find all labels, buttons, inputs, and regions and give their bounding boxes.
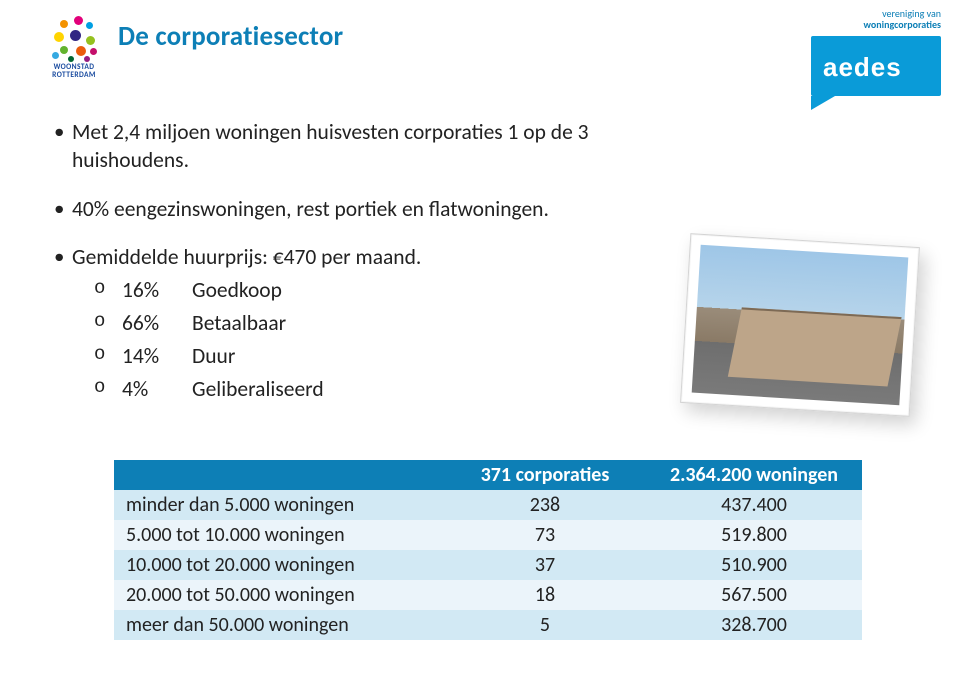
row-won: 510.900 bbox=[644, 550, 862, 580]
row-corp: 73 bbox=[444, 520, 644, 550]
woonstad-line2: ROTTERDAM bbox=[52, 71, 96, 80]
table-row: minder dan 5.000 woningen238437.400 bbox=[114, 490, 862, 520]
row-corp: 5 bbox=[444, 610, 644, 640]
price-sublist: 16%Goedkoop 66%Betaalbaar 14%Duur 4%Geli… bbox=[94, 274, 659, 407]
sub-label: Goedkoop bbox=[192, 277, 282, 303]
aedes-caption: vereniging van woningcorporaties bbox=[864, 8, 941, 30]
row-won: 437.400 bbox=[644, 490, 862, 520]
sub-label: Geliberaliseerd bbox=[192, 376, 324, 402]
table-row: 5.000 tot 10.000 woningen73519.800 bbox=[114, 520, 862, 550]
sub-item: 66%Betaalbaar bbox=[94, 307, 659, 340]
sub-label: Betaalbaar bbox=[192, 310, 286, 336]
bullet-3: Gemiddelde huurprijs: €470 per maand. 16… bbox=[54, 243, 659, 407]
sub-label: Duur bbox=[192, 343, 235, 369]
row-label: 10.000 tot 20.000 woningen bbox=[114, 550, 444, 580]
street-photo-icon bbox=[692, 245, 909, 405]
row-label: 5.000 tot 10.000 woningen bbox=[114, 520, 444, 550]
aedes-wordmark-icon: aedes bbox=[823, 50, 931, 84]
th-blank bbox=[114, 460, 444, 490]
sub-item: 16%Goedkoop bbox=[94, 274, 659, 307]
table-row: 20.000 tot 50.000 woningen18567.500 bbox=[114, 580, 862, 610]
page-title: De corporatiesector bbox=[118, 20, 343, 53]
row-corp: 37 bbox=[444, 550, 644, 580]
sub-item: 4%Geliberaliseerd bbox=[94, 373, 659, 406]
bullet-3-text: Gemiddelde huurprijs: €470 per maand. bbox=[72, 244, 421, 270]
th-woningen: 2.364.200 woningen bbox=[644, 460, 862, 490]
woonstad-logo: WOONSTAD ROTTERDAM bbox=[46, 12, 102, 102]
row-won: 567.500 bbox=[644, 580, 862, 610]
sub-pct: 16% bbox=[122, 274, 192, 307]
sub-item: 14%Duur bbox=[94, 340, 659, 373]
bullet-2: 40% eengezinswoningen, rest portiek en f… bbox=[54, 195, 659, 223]
svg-text:aedes: aedes bbox=[823, 52, 902, 82]
row-won: 519.800 bbox=[644, 520, 862, 550]
woonstad-text: WOONSTAD ROTTERDAM bbox=[44, 64, 104, 80]
bullet-1: Met 2,4 miljoen woningen huisvesten corp… bbox=[54, 118, 659, 175]
aedes-logo: vereniging van woningcorporaties aedes bbox=[801, 8, 941, 96]
row-corp: 238 bbox=[444, 490, 644, 520]
row-label: minder dan 5.000 woningen bbox=[114, 490, 444, 520]
th-corporaties: 371 corporaties bbox=[444, 460, 644, 490]
table-row: meer dan 50.000 woningen5328.700 bbox=[114, 610, 862, 640]
row-label: meer dan 50.000 woningen bbox=[114, 610, 444, 640]
content-area: Met 2,4 miljoen woningen huisvesten corp… bbox=[54, 118, 659, 427]
row-won: 328.700 bbox=[644, 610, 862, 640]
row-label: 20.000 tot 50.000 woningen bbox=[114, 580, 444, 610]
sub-pct: 4% bbox=[122, 373, 192, 406]
table-header-row: 371 corporaties 2.364.200 woningen bbox=[114, 460, 862, 490]
photo-polaroid bbox=[680, 233, 920, 417]
table-row: 10.000 tot 20.000 woningen37510.900 bbox=[114, 550, 862, 580]
sub-pct: 66% bbox=[122, 307, 192, 340]
woonstad-dots-icon bbox=[50, 12, 98, 60]
sub-pct: 14% bbox=[122, 340, 192, 373]
corporation-table: 371 corporaties 2.364.200 woningen minde… bbox=[114, 460, 862, 640]
aedes-caption-line2: woningcorporaties bbox=[864, 18, 941, 31]
row-corp: 18 bbox=[444, 580, 644, 610]
aedes-badge-icon: aedes bbox=[811, 36, 941, 96]
